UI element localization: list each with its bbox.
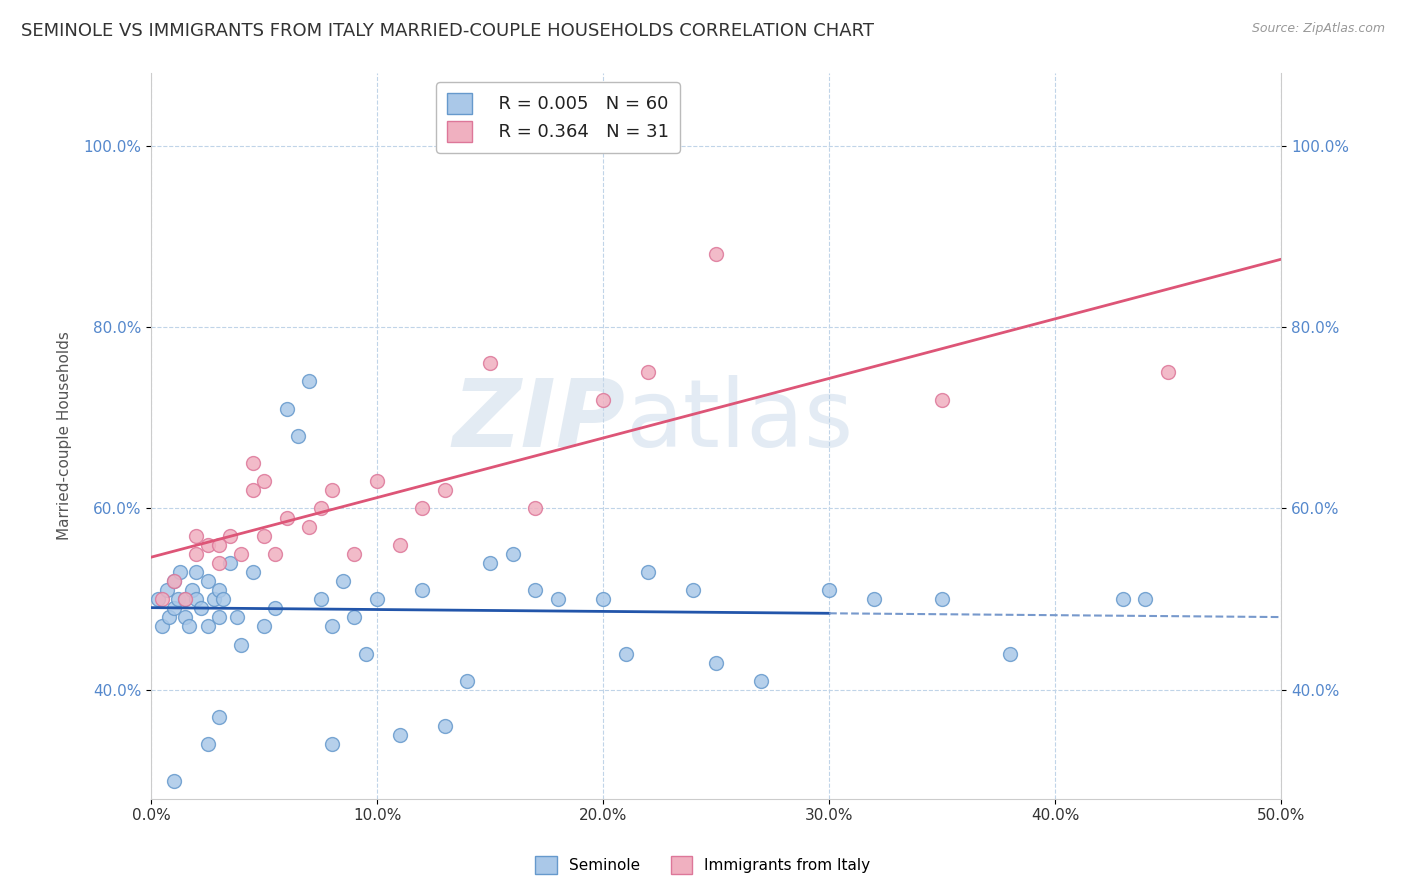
Point — [169, 565, 191, 579]
Point — [208, 610, 231, 624]
Point — [321, 737, 343, 751]
Point — [208, 710, 231, 724]
Point — [547, 592, 569, 607]
Point — [388, 538, 411, 552]
Point — [1135, 592, 1157, 607]
Point — [190, 601, 212, 615]
Point — [208, 583, 231, 598]
Point — [157, 610, 180, 624]
Point — [502, 547, 524, 561]
Point — [1157, 365, 1180, 379]
Point — [309, 501, 332, 516]
Point — [231, 547, 253, 561]
Point — [186, 592, 208, 607]
Point — [479, 356, 502, 370]
Point — [287, 429, 309, 443]
Point — [592, 392, 614, 407]
Point — [212, 592, 235, 607]
Point — [225, 610, 247, 624]
Point — [167, 592, 190, 607]
Point — [321, 619, 343, 633]
Point — [253, 619, 276, 633]
Point — [219, 529, 242, 543]
Point — [637, 565, 659, 579]
Point — [219, 556, 242, 570]
Text: ZIP: ZIP — [453, 376, 626, 467]
Point — [1112, 592, 1135, 607]
Point — [704, 656, 727, 670]
Point — [179, 619, 201, 633]
Point — [276, 401, 298, 416]
Point — [202, 592, 225, 607]
Point — [146, 592, 169, 607]
Point — [242, 456, 264, 470]
Point — [162, 601, 184, 615]
Point — [208, 538, 231, 552]
Point — [931, 592, 953, 607]
Point — [456, 673, 478, 688]
Point — [186, 547, 208, 561]
Point — [174, 610, 197, 624]
Text: Source: ZipAtlas.com: Source: ZipAtlas.com — [1251, 22, 1385, 36]
Point — [998, 647, 1021, 661]
Point — [388, 728, 411, 742]
Text: atlas: atlas — [626, 376, 853, 467]
Point — [614, 647, 637, 661]
Point — [197, 538, 219, 552]
Point — [704, 247, 727, 261]
Point — [264, 601, 287, 615]
Point — [264, 547, 287, 561]
Point — [682, 583, 704, 598]
Point — [309, 592, 332, 607]
Point — [343, 610, 366, 624]
Point — [524, 501, 547, 516]
Point — [332, 574, 354, 588]
Point — [354, 647, 377, 661]
Point — [298, 375, 321, 389]
Point — [411, 583, 433, 598]
Point — [231, 638, 253, 652]
Point — [863, 592, 886, 607]
Point — [208, 556, 231, 570]
Point — [242, 483, 264, 498]
Point — [366, 474, 388, 488]
Y-axis label: Married-couple Households: Married-couple Households — [58, 332, 72, 541]
Point — [253, 474, 276, 488]
Point — [150, 619, 173, 633]
Point — [197, 574, 219, 588]
Point — [180, 583, 202, 598]
Text: SEMINOLE VS IMMIGRANTS FROM ITALY MARRIED-COUPLE HOUSEHOLDS CORRELATION CHART: SEMINOLE VS IMMIGRANTS FROM ITALY MARRIE… — [21, 22, 875, 40]
Point — [174, 592, 197, 607]
Point — [276, 510, 298, 524]
Point — [411, 501, 433, 516]
Point — [150, 592, 173, 607]
Point — [162, 574, 184, 588]
Point — [186, 529, 208, 543]
Point — [433, 719, 456, 733]
Point — [253, 529, 276, 543]
Point — [162, 773, 184, 788]
Point — [931, 392, 953, 407]
Point — [197, 619, 219, 633]
Point — [818, 583, 841, 598]
Point — [162, 574, 184, 588]
Point — [524, 583, 547, 598]
Point — [321, 483, 343, 498]
Point — [479, 556, 502, 570]
Point — [749, 673, 772, 688]
Point — [592, 592, 614, 607]
Point — [298, 519, 321, 533]
Point — [343, 547, 366, 561]
Point — [174, 592, 197, 607]
Point — [366, 592, 388, 607]
Point — [242, 565, 264, 579]
Point — [197, 737, 219, 751]
Point — [433, 483, 456, 498]
Legend:   R = 0.005   N = 60,   R = 0.364   N = 31: R = 0.005 N = 60, R = 0.364 N = 31 — [436, 82, 679, 153]
Point — [156, 583, 179, 598]
Point — [637, 365, 659, 379]
Point — [186, 565, 208, 579]
Legend: Seminole, Immigrants from Italy: Seminole, Immigrants from Italy — [530, 850, 876, 880]
